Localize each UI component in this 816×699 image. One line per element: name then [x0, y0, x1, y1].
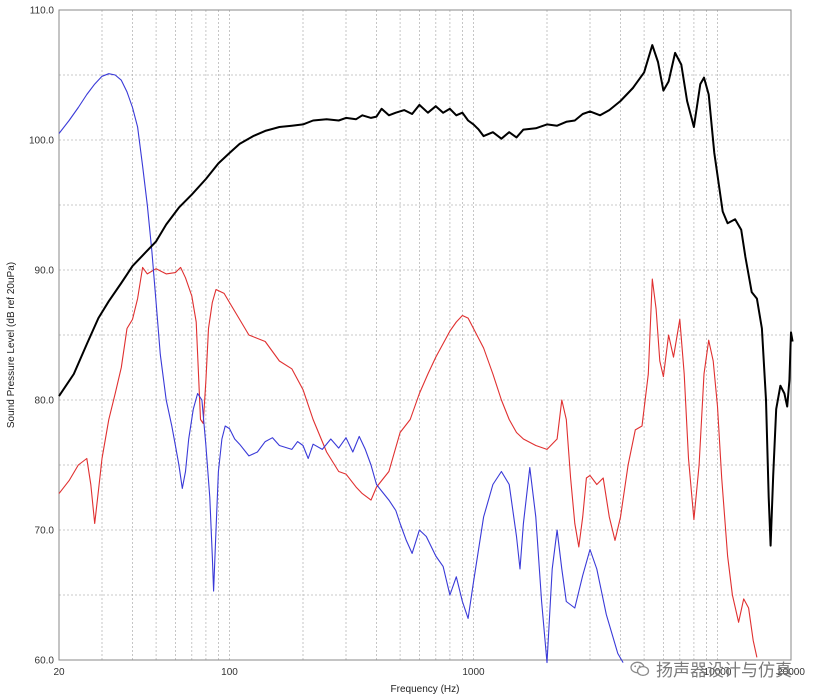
x-tick-label: 20000	[777, 667, 805, 678]
y-tick-label: 100.0	[29, 136, 54, 147]
y-axis-ticks: 60.0 70.0 80.0 90.0 100.0 110.0	[29, 6, 54, 667]
watermark: 扬声器设计与仿真	[630, 656, 792, 681]
watermark-text: 扬声器设计与仿真	[656, 661, 792, 681]
x-tick-label: 10000	[704, 667, 732, 678]
series-line-2	[58, 73, 624, 664]
y-tick-label: 70.0	[35, 526, 55, 537]
y-tick-label: 110.0	[30, 6, 55, 17]
x-tick-label: 20	[53, 667, 65, 678]
y-axis-label: Sound Pressure Level (dB ref 20uPa)	[6, 262, 17, 428]
x-tick-label: 1000	[462, 667, 485, 678]
x-axis-label: Frequency (Hz)	[391, 684, 460, 695]
x-axis-ticks: 20 100 1000 10000 20000	[53, 667, 805, 678]
y-tick-label: 60.0	[35, 656, 55, 667]
x-tick-label: 100	[221, 667, 238, 678]
grid	[59, 10, 791, 660]
y-tick-label: 90.0	[35, 266, 55, 277]
y-tick-label: 80.0	[35, 396, 55, 407]
series-line-1	[58, 266, 758, 658]
series-line-0	[58, 44, 794, 547]
wechat-icon	[630, 661, 650, 676]
series-layer	[58, 44, 794, 664]
